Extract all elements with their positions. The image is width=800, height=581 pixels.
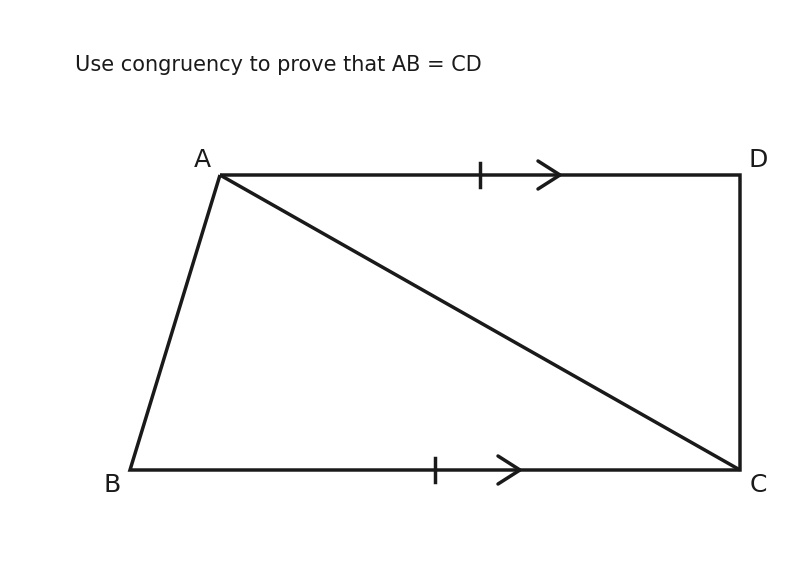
- Text: A: A: [194, 148, 210, 172]
- Text: C: C: [750, 473, 766, 497]
- Text: D: D: [748, 148, 768, 172]
- Text: Use congruency to prove that AB = CD: Use congruency to prove that AB = CD: [75, 55, 482, 75]
- Text: B: B: [103, 473, 121, 497]
